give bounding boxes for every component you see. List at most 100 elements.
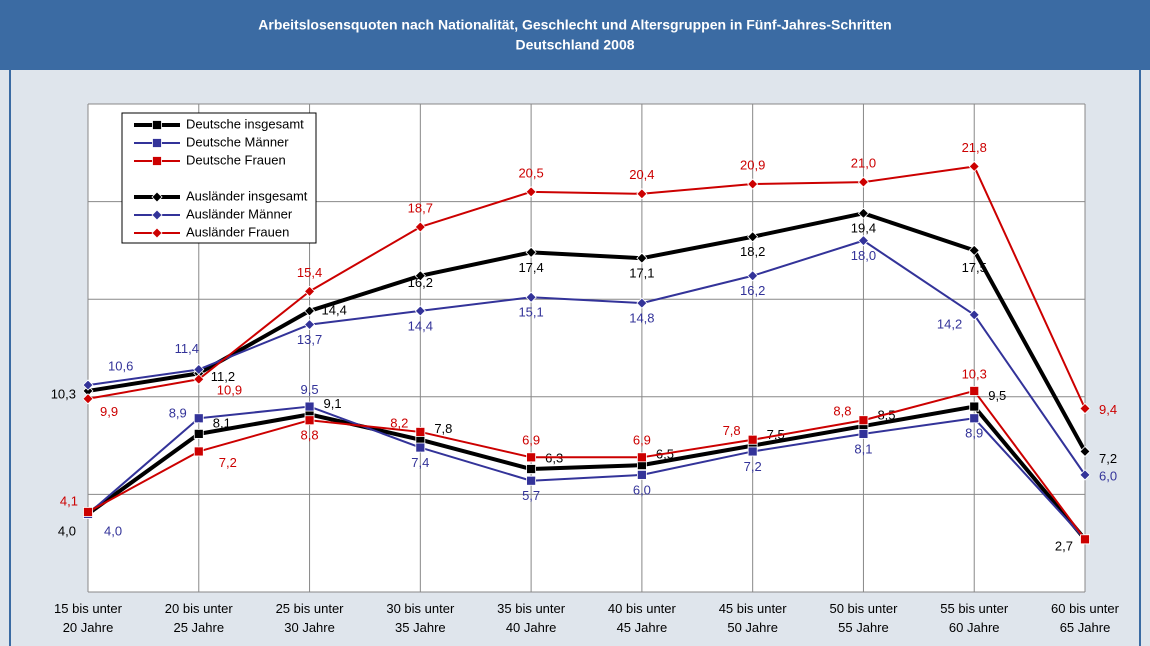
data-label: 17,4 bbox=[518, 260, 543, 275]
x-tick-label: 45 bis unter 50 Jahre bbox=[718, 601, 787, 635]
data-label: 7,2 bbox=[744, 459, 762, 474]
data-label: 9,9 bbox=[100, 404, 118, 419]
data-label: 2,7 bbox=[1055, 539, 1073, 554]
data-label: 7,2 bbox=[1099, 451, 1117, 466]
data-label: 11,4 bbox=[175, 341, 199, 356]
data-label: 8,8 bbox=[833, 404, 851, 419]
data-label: 6,9 bbox=[522, 433, 540, 448]
data-point bbox=[414, 305, 426, 317]
data-label: 15,4 bbox=[297, 265, 322, 280]
data-label: 9,5 bbox=[301, 382, 319, 397]
data-label: 10,6 bbox=[108, 359, 133, 374]
data-label: 20,9 bbox=[740, 157, 765, 172]
data-label: 7,4 bbox=[411, 455, 429, 470]
data-point bbox=[636, 297, 648, 309]
data-point bbox=[193, 446, 204, 457]
series: 9,9 10,9 15,4 18,7 20,5 20,4 20,9 21,0 21,8 9,4 bbox=[82, 140, 1117, 419]
data-point bbox=[414, 270, 426, 282]
data-point bbox=[414, 221, 426, 233]
data-point bbox=[857, 235, 870, 247]
data-point bbox=[526, 452, 537, 463]
x-tick-label: 50 bis unter 55 Jahre bbox=[829, 601, 898, 635]
data-label: 8,1 bbox=[854, 441, 872, 456]
legend-marker bbox=[152, 156, 162, 166]
legend-marker bbox=[152, 120, 162, 130]
data-label: 14,4 bbox=[408, 318, 433, 333]
data-point bbox=[636, 252, 648, 264]
data-point bbox=[193, 373, 205, 385]
data-label: 8,2 bbox=[390, 415, 408, 430]
data-point bbox=[525, 246, 537, 258]
data-label: 4,0 bbox=[58, 523, 76, 538]
data-point bbox=[857, 176, 870, 188]
data-point bbox=[747, 231, 759, 243]
data-point bbox=[968, 244, 980, 256]
data-label: 9,1 bbox=[324, 396, 342, 411]
data-label: 18,7 bbox=[408, 200, 433, 215]
data-label: 5,7 bbox=[522, 488, 540, 503]
data-label: 8,1 bbox=[213, 415, 231, 430]
data-point bbox=[1079, 469, 1091, 481]
x-tick-label: 35 bis unter 40 Jahre bbox=[497, 601, 566, 635]
x-tick-label: 25 bis unter 30 Jahre bbox=[275, 601, 344, 635]
data-point bbox=[304, 401, 315, 412]
series-line bbox=[87, 239, 1086, 476]
data-point bbox=[1079, 402, 1091, 415]
legend-marker bbox=[151, 209, 163, 221]
data-label: 18,0 bbox=[851, 248, 876, 263]
data-label: 19,4 bbox=[851, 221, 876, 236]
data-label: 6,9 bbox=[633, 433, 651, 448]
data-point bbox=[636, 188, 648, 200]
data-label: 7,8 bbox=[723, 423, 741, 438]
data-label: 7,2 bbox=[219, 455, 237, 470]
data-point bbox=[1079, 445, 1091, 458]
legend-marker bbox=[151, 191, 163, 203]
data-point bbox=[526, 464, 537, 474]
data-label: 9,4 bbox=[1099, 402, 1117, 417]
series-line bbox=[87, 389, 1086, 540]
data-point bbox=[83, 507, 93, 517]
data-label: 21,8 bbox=[962, 140, 987, 155]
data-label: 7,8 bbox=[434, 421, 452, 436]
data-point bbox=[969, 401, 980, 412]
data-point bbox=[747, 270, 759, 282]
chart-subtitle: Deutschland 2008 bbox=[515, 37, 634, 53]
data-point bbox=[525, 291, 537, 303]
legend-label: Ausländer Männer bbox=[186, 206, 293, 221]
x-tick-label: 40 bis unter 45 Jahre bbox=[607, 601, 676, 635]
data-label: 16,2 bbox=[408, 275, 433, 290]
data-label: 20,5 bbox=[518, 165, 543, 180]
data-point bbox=[747, 446, 758, 457]
legend-label: Deutsche Frauen bbox=[186, 152, 286, 167]
series-line bbox=[87, 165, 1086, 409]
data-label: 14,4 bbox=[322, 302, 347, 317]
data-point bbox=[968, 309, 980, 321]
data-point bbox=[1080, 534, 1090, 545]
data-label: 4,0 bbox=[104, 523, 122, 538]
data-point bbox=[858, 415, 869, 426]
series-line bbox=[87, 405, 1086, 540]
data-label: 17,1 bbox=[629, 266, 654, 281]
data-point bbox=[747, 178, 759, 190]
data-label: 10,3 bbox=[51, 386, 76, 401]
data-point bbox=[82, 379, 94, 391]
legend-label: Deutsche insgesamt bbox=[186, 116, 304, 131]
data-label: 16,2 bbox=[740, 283, 765, 298]
data-point bbox=[415, 427, 426, 437]
data-label: 15,1 bbox=[518, 305, 543, 320]
x-tick-label: 20 bis unter 25 Jahre bbox=[164, 601, 233, 635]
data-point bbox=[969, 386, 980, 396]
data-label: 14,2 bbox=[937, 316, 962, 331]
data-point bbox=[857, 207, 870, 219]
data-label: 7,5 bbox=[767, 427, 785, 442]
legend-marker bbox=[151, 227, 163, 239]
data-point bbox=[193, 428, 204, 439]
data-point bbox=[303, 319, 316, 331]
data-point bbox=[636, 452, 647, 463]
data-label: 8,9 bbox=[965, 426, 983, 441]
legend-label: Ausländer insgesamt bbox=[186, 188, 308, 203]
data-label: 17,5 bbox=[962, 260, 987, 275]
series: 4,0 8,9 9,5 7,4 5,7 6,0 7,2 8,1 8,9 bbox=[83, 382, 1090, 545]
data-point bbox=[636, 469, 647, 480]
